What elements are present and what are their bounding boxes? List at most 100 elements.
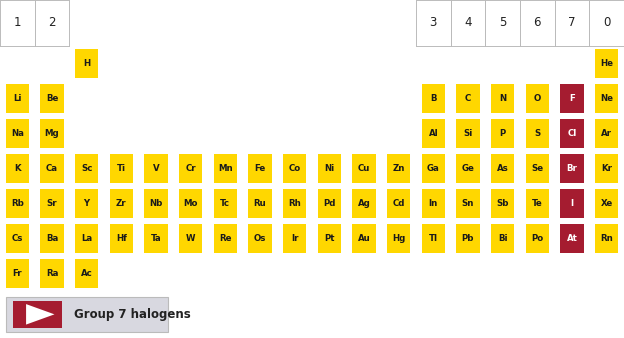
Text: As: As bbox=[497, 164, 509, 173]
Bar bbox=[248, 189, 271, 218]
Text: Os: Os bbox=[254, 234, 266, 243]
Text: Ar: Ar bbox=[601, 129, 612, 138]
Bar bbox=[491, 154, 514, 183]
Text: 4: 4 bbox=[464, 16, 472, 29]
Text: Cr: Cr bbox=[185, 164, 196, 173]
Text: Li: Li bbox=[13, 94, 21, 103]
Bar bbox=[491, 119, 514, 148]
Bar bbox=[456, 224, 480, 252]
Bar bbox=[283, 154, 306, 183]
Text: He: He bbox=[600, 58, 613, 68]
Text: 7: 7 bbox=[568, 16, 576, 29]
Text: Mg: Mg bbox=[45, 129, 59, 138]
Bar bbox=[41, 259, 64, 288]
Bar bbox=[213, 154, 237, 183]
Text: Pt: Pt bbox=[324, 234, 334, 243]
Bar bbox=[560, 154, 583, 183]
Bar bbox=[41, 84, 64, 113]
Bar bbox=[422, 189, 445, 218]
Bar bbox=[353, 154, 376, 183]
Bar bbox=[525, 189, 549, 218]
Bar bbox=[75, 49, 99, 78]
Bar bbox=[491, 189, 514, 218]
Text: Be: Be bbox=[46, 94, 58, 103]
Text: Ra: Ra bbox=[46, 269, 58, 278]
Text: Xe: Xe bbox=[600, 199, 613, 208]
Bar bbox=[213, 224, 237, 252]
Text: Ir: Ir bbox=[291, 234, 298, 243]
Bar bbox=[6, 84, 29, 113]
Bar bbox=[387, 224, 411, 252]
Bar bbox=[41, 224, 64, 252]
Bar bbox=[179, 189, 202, 218]
Text: P: P bbox=[500, 129, 506, 138]
Text: N: N bbox=[499, 94, 506, 103]
Text: Re: Re bbox=[219, 234, 232, 243]
Text: Pd: Pd bbox=[323, 199, 336, 208]
Bar bbox=[595, 224, 618, 252]
Bar bbox=[595, 189, 618, 218]
Bar bbox=[41, 189, 64, 218]
Text: B: B bbox=[430, 94, 437, 103]
Text: Na: Na bbox=[11, 129, 24, 138]
Bar bbox=[283, 189, 306, 218]
Text: Cs: Cs bbox=[12, 234, 23, 243]
Bar bbox=[6, 297, 168, 332]
Text: Po: Po bbox=[531, 234, 544, 243]
Bar bbox=[422, 154, 445, 183]
Text: La: La bbox=[81, 234, 92, 243]
Text: Pb: Pb bbox=[462, 234, 474, 243]
Text: H: H bbox=[83, 58, 90, 68]
Text: Al: Al bbox=[429, 129, 438, 138]
Bar bbox=[179, 154, 202, 183]
Text: Rh: Rh bbox=[288, 199, 301, 208]
Bar bbox=[75, 259, 99, 288]
Text: Ru: Ru bbox=[253, 199, 266, 208]
Text: Group 7 halogens: Group 7 halogens bbox=[74, 308, 191, 321]
Bar bbox=[491, 84, 514, 113]
Text: I: I bbox=[570, 199, 573, 208]
Text: Nb: Nb bbox=[149, 199, 163, 208]
Text: Fr: Fr bbox=[12, 269, 22, 278]
Text: In: In bbox=[429, 199, 438, 208]
Text: Ga: Ga bbox=[427, 164, 440, 173]
Bar bbox=[353, 224, 376, 252]
Text: Cd: Cd bbox=[392, 199, 405, 208]
Bar bbox=[41, 154, 64, 183]
Text: Rn: Rn bbox=[600, 234, 613, 243]
Bar bbox=[6, 189, 29, 218]
Text: Au: Au bbox=[358, 234, 371, 243]
Bar bbox=[6, 224, 29, 252]
Text: Fe: Fe bbox=[255, 164, 266, 173]
Text: Ta: Ta bbox=[150, 234, 162, 243]
Text: Ca: Ca bbox=[46, 164, 58, 173]
Text: 0: 0 bbox=[603, 16, 610, 29]
Text: Mn: Mn bbox=[218, 164, 233, 173]
Text: Y: Y bbox=[84, 199, 90, 208]
Text: Zr: Zr bbox=[116, 199, 127, 208]
Bar bbox=[110, 224, 133, 252]
Bar bbox=[456, 119, 480, 148]
Bar bbox=[318, 224, 341, 252]
Bar bbox=[318, 154, 341, 183]
Text: Sr: Sr bbox=[47, 199, 57, 208]
Text: K: K bbox=[14, 164, 21, 173]
Text: O: O bbox=[534, 94, 541, 103]
Text: Si: Si bbox=[464, 129, 472, 138]
Polygon shape bbox=[26, 304, 54, 324]
Text: Ge: Ge bbox=[462, 164, 474, 173]
Bar bbox=[6, 154, 29, 183]
Bar bbox=[387, 189, 411, 218]
Bar bbox=[213, 189, 237, 218]
Bar bbox=[283, 224, 306, 252]
Bar bbox=[144, 154, 168, 183]
Text: 5: 5 bbox=[499, 16, 506, 29]
Text: Kr: Kr bbox=[601, 164, 612, 173]
Bar bbox=[525, 154, 549, 183]
Bar bbox=[560, 189, 583, 218]
Text: Sb: Sb bbox=[497, 199, 509, 208]
Text: Hg: Hg bbox=[392, 234, 406, 243]
Bar bbox=[422, 224, 445, 252]
Text: S: S bbox=[534, 129, 540, 138]
Bar bbox=[6, 259, 29, 288]
